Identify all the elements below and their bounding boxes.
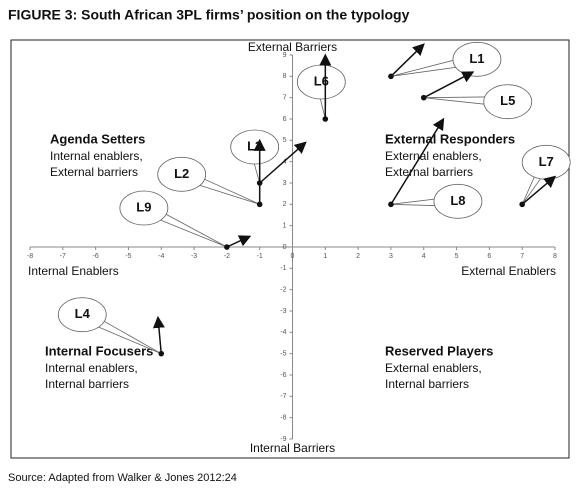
y-tick-label: 9	[283, 52, 287, 59]
y-tick-label: -4	[280, 329, 286, 336]
quadrant-desc: Internal enablers,	[50, 149, 143, 163]
point	[158, 350, 165, 357]
point-label: L4	[75, 306, 91, 321]
axis-label-top: External Barriers	[248, 40, 337, 54]
x-tick-label: -8	[27, 253, 33, 260]
quadrant-title: External Responders	[385, 131, 515, 146]
point	[256, 201, 263, 208]
point-label: L5	[500, 93, 515, 108]
callout-bubble	[157, 156, 207, 192]
axis-label-left: Internal Enablers	[28, 264, 119, 278]
y-tick-label: 0	[283, 244, 287, 251]
movement-arrow	[152, 315, 165, 354]
callout-bubble	[433, 183, 483, 219]
callout-bubble	[119, 190, 169, 226]
quadrant-desc: Internal enablers,	[45, 361, 138, 375]
callout-bubble	[452, 41, 502, 77]
y-tick-label: 8	[283, 73, 287, 80]
y-tick-label: -6	[280, 372, 286, 379]
x-tick-label: -3	[191, 253, 197, 260]
quadrant-title: Internal Focusers	[45, 343, 153, 358]
x-tick-label: -7	[60, 253, 66, 260]
movement-arrow	[423, 71, 475, 99]
point-label: L9	[136, 199, 151, 214]
x-tick-label: 6	[487, 253, 491, 260]
x-tick-label: -1	[257, 253, 263, 260]
movement-arrow	[226, 235, 252, 248]
quadrant-desc: External barriers	[50, 165, 138, 179]
x-tick-label: 2	[356, 253, 360, 260]
point-label: L8	[450, 193, 465, 208]
quadrant-title: Reserved Players	[385, 343, 493, 358]
x-tick-label: 1	[323, 253, 327, 260]
callout-bubble	[483, 84, 533, 120]
callout-bubble	[57, 297, 107, 333]
x-tick-label: 0	[291, 253, 295, 260]
y-tick-label: -9	[280, 436, 286, 443]
quadrant-desc: Internal barriers	[45, 377, 129, 391]
point	[322, 116, 329, 122]
x-tick-label: 8	[553, 253, 557, 260]
point	[420, 94, 427, 101]
axis-label-bottom: Internal Barriers	[250, 441, 335, 455]
y-tick-label: -2	[280, 287, 286, 294]
y-tick-label: 7	[283, 95, 287, 102]
figure-title: FIGURE 3: South African 3PL firms’ posit…	[8, 7, 410, 23]
point	[388, 73, 394, 80]
quadrant-desc: Internal barriers	[385, 377, 469, 391]
y-tick-label: 1	[283, 223, 287, 230]
quadrant-desc: External barriers	[385, 165, 473, 179]
y-tick-label: 2	[283, 201, 287, 208]
source: Source: Adapted from Walker & Jones 2012…	[8, 472, 237, 484]
point	[519, 201, 525, 208]
point-label: L6	[314, 73, 329, 88]
x-tick-label: 4	[422, 253, 426, 260]
x-tick-label: -4	[158, 253, 164, 260]
movement-arrow	[390, 43, 425, 77]
movement-arrow	[521, 175, 557, 205]
movement-arrow	[259, 141, 307, 184]
point-label: L2	[174, 166, 189, 181]
y-tick-label: 3	[283, 180, 287, 187]
x-tick-label: 7	[520, 253, 524, 260]
y-tick-label: 5	[283, 137, 287, 144]
frame	[10, 39, 570, 459]
x-tick-label: -2	[224, 253, 230, 260]
quadrant-desc: External enablers,	[385, 361, 482, 375]
point	[388, 201, 394, 208]
y-tick-label: -5	[280, 351, 286, 358]
y-tick-label: 6	[283, 116, 287, 123]
movement-arrow	[390, 117, 445, 205]
x-tick-label: 5	[455, 253, 459, 260]
axis-label-right: External Enablers	[461, 264, 556, 278]
y-tick-label: -8	[280, 415, 286, 422]
y-tick-label: -7	[280, 393, 286, 400]
y-tick-label: -1	[280, 265, 286, 272]
point-label: L7	[539, 154, 554, 169]
y-tick-label: -3	[280, 308, 286, 315]
quadrant-title: Agenda Setters	[50, 131, 145, 146]
point-label: L1	[469, 51, 484, 66]
x-tick-label: -6	[93, 253, 99, 260]
x-tick-label: -5	[125, 253, 131, 260]
quadrant-desc: External enablers,	[385, 149, 482, 163]
point	[224, 244, 230, 250]
x-tick-label: 3	[389, 253, 393, 260]
